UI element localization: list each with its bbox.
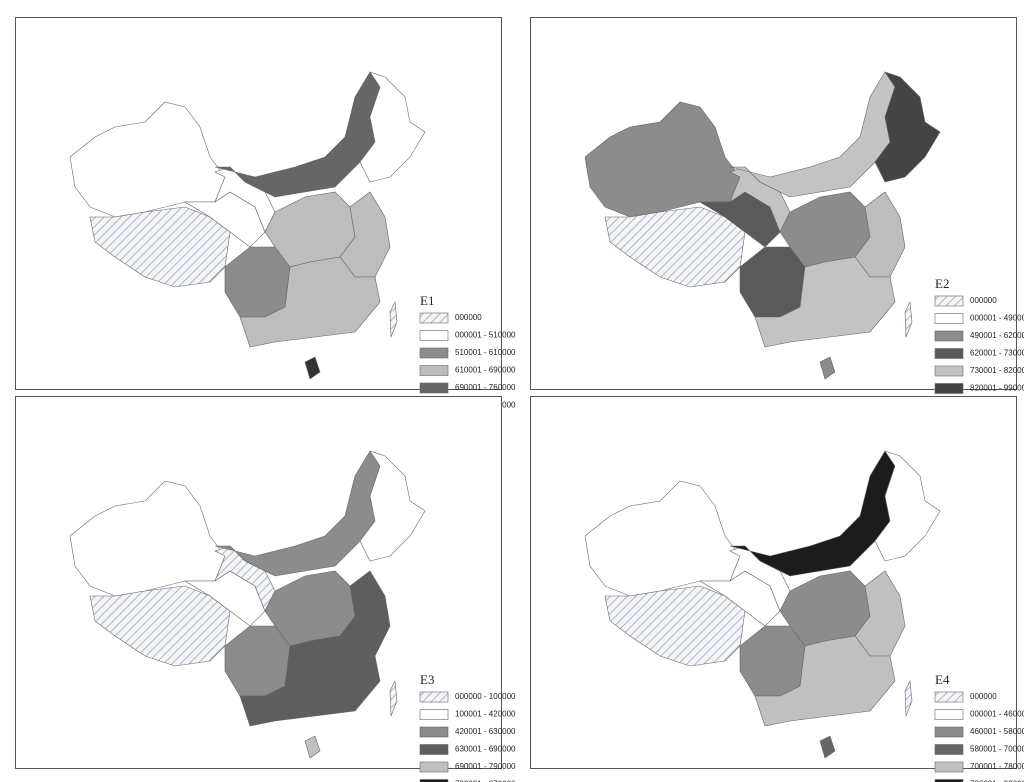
legend-label: 000001 - 490000 bbox=[970, 314, 1024, 323]
legend-swatch bbox=[934, 709, 964, 720]
legend-label: 780001 - 930000 bbox=[970, 780, 1024, 782]
province-region bbox=[359, 71, 426, 183]
map-panel: E2 000000 000001 - 490000 490001 - 620000 62… bbox=[530, 17, 1024, 394]
legend-title: E4 bbox=[935, 672, 950, 687]
legend-label: 790001 - 870000 bbox=[455, 780, 516, 782]
legend-label: 820001 - 990000 bbox=[970, 384, 1024, 393]
legend-label: 000000 bbox=[970, 692, 997, 701]
province-region bbox=[874, 450, 941, 562]
legend-swatch bbox=[934, 779, 964, 782]
legend-swatch bbox=[934, 313, 964, 324]
map-panel: E3 000000 - 100000 100001 - 420000 420001 -… bbox=[15, 396, 516, 782]
legend-swatch bbox=[419, 330, 449, 341]
legend-label: 730001 - 820000 bbox=[970, 366, 1024, 375]
legend-swatch bbox=[419, 779, 449, 782]
legend-label: 420001 - 630000 bbox=[455, 727, 516, 736]
legend-title: E2 bbox=[935, 276, 949, 291]
legend-swatch bbox=[419, 382, 449, 394]
legend-label: 580001 - 700000 bbox=[970, 745, 1024, 754]
legend-label: 460001 - 580000 bbox=[970, 727, 1024, 736]
province-region bbox=[754, 635, 896, 727]
legend-swatch bbox=[934, 295, 964, 307]
legend-swatch bbox=[934, 330, 964, 342]
province-region bbox=[904, 300, 913, 338]
legend-label: 510001 - 610000 bbox=[455, 348, 516, 357]
legend-label: 000000 bbox=[970, 296, 997, 305]
province-region bbox=[389, 679, 398, 717]
map-panel: E1 000000 000001 - 510000 510001 - 610000 61… bbox=[15, 17, 516, 411]
legend-swatch bbox=[934, 726, 964, 738]
province-region bbox=[239, 635, 381, 727]
province-region bbox=[904, 679, 913, 717]
legend-swatch bbox=[419, 744, 449, 755]
legend-swatch bbox=[419, 312, 449, 324]
province-region bbox=[819, 735, 836, 759]
legend-title: E3 bbox=[420, 672, 434, 687]
province-region bbox=[389, 300, 398, 338]
legend-label: 620001 - 730000 bbox=[970, 349, 1024, 358]
legend-swatch bbox=[934, 365, 964, 377]
legend-swatch bbox=[419, 365, 449, 376]
legend-label: 000000 - 100000 bbox=[455, 692, 516, 701]
province-region bbox=[754, 256, 896, 348]
legend-swatch bbox=[419, 347, 449, 359]
legend-swatch bbox=[934, 744, 964, 755]
legend-label: 630001 - 690000 bbox=[455, 745, 516, 754]
legend-label: 690001 - 760000 bbox=[455, 383, 516, 392]
province-region bbox=[819, 356, 836, 380]
legend-swatch bbox=[419, 709, 449, 720]
province-region bbox=[304, 356, 321, 380]
legend-swatch bbox=[934, 383, 964, 394]
legend-swatch bbox=[419, 726, 449, 738]
province-region bbox=[304, 735, 321, 759]
legend-swatch bbox=[934, 761, 964, 773]
province-region bbox=[359, 450, 426, 562]
legend-label: 100001 - 420000 bbox=[455, 710, 516, 719]
legend-label: 700001 - 780000 bbox=[970, 762, 1024, 771]
legend-label: 000000 bbox=[455, 313, 482, 322]
map-panel: E4 000000 000001 - 460000 460001 - 580000 58… bbox=[530, 396, 1024, 782]
legend-swatch bbox=[419, 691, 449, 703]
province-region bbox=[874, 71, 941, 183]
legend-label: 000001 - 510000 bbox=[455, 331, 516, 340]
legend-swatch bbox=[419, 761, 449, 773]
province-region bbox=[239, 256, 381, 348]
legend-label: 490001 - 620000 bbox=[970, 331, 1024, 340]
legend-swatch bbox=[934, 348, 964, 359]
legend-title: E1 bbox=[420, 293, 434, 308]
legend-label: 690001 - 790000 bbox=[455, 762, 516, 771]
legend-label: 000001 - 460000 bbox=[970, 710, 1024, 719]
legend-label: 610001 - 690000 bbox=[455, 366, 516, 375]
legend-swatch bbox=[934, 691, 964, 703]
